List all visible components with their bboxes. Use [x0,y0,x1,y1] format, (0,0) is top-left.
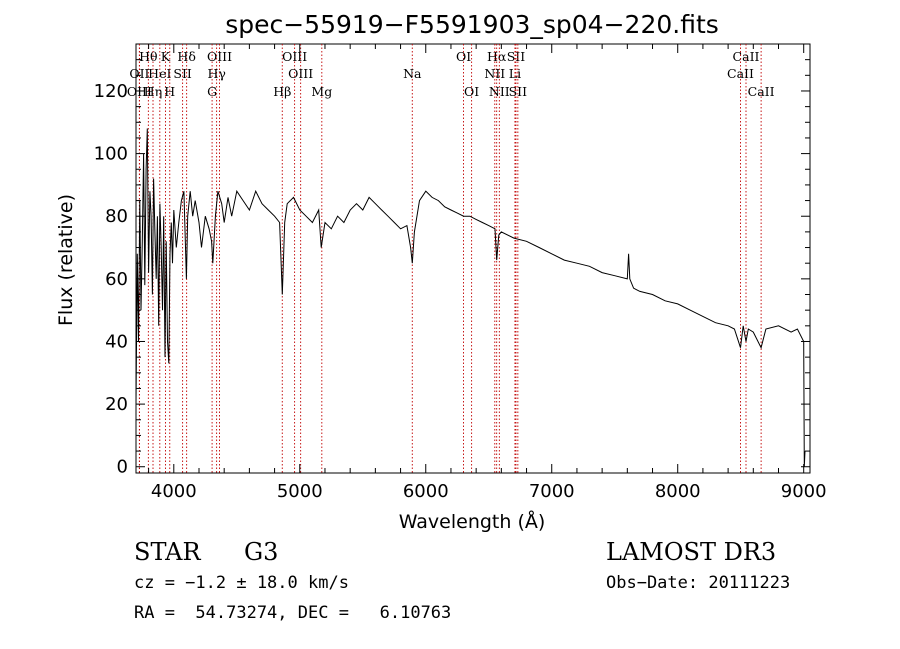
spectral-line-label: OIII [282,49,307,64]
spectral-line-label: Hθ [139,49,157,64]
spectral-line-label: H [164,84,175,99]
spectral-line-label: Hδ [177,49,195,64]
spectral-line-label: SII [509,84,528,99]
plot-frame [135,43,811,474]
x-tick-label: 5000 [277,481,323,502]
spectral-line-label: Hα [487,49,507,64]
axis-ticks: 4000 5000 6000 7000 8000 9000 0 20 40 60 80 100 120 [94,44,827,502]
spectral-line-label: HeI [148,66,171,81]
spectral-line-label: OIII [288,66,313,81]
y-tick-label: 20 [105,394,128,415]
spectral-line-label: OI [464,84,479,99]
x-tick-label: 8000 [655,481,701,502]
redshift-readout: cz = −1.2 ± 18.0 km/s [134,573,349,593]
spectral-line-label: CaII [748,84,775,99]
coordinates-readout: RA = 54.73274, DEC = 6.10763 [134,603,452,623]
y-tick-label: 0 [117,457,128,478]
spectral-line-label: OIII [127,84,152,99]
observation-date: Obs−Date: 20111223 [606,573,791,593]
spectral-line-label: OIII [207,49,232,64]
spectrum-series [135,128,806,467]
x-tick-label: 9000 [781,481,827,502]
survey-name: LAMOST DR3 [606,538,777,566]
spectral-line-label: SII [507,49,526,64]
spectral-line-label: CaII [733,49,760,64]
spectral-line-label: CaII [727,66,754,81]
spectral-line-label: G [207,84,217,99]
y-tick-label: 60 [105,269,128,290]
x-tick-label: 6000 [403,481,449,502]
spectral-line-label: NII [489,84,510,99]
spectral-subclass: G3 [244,538,279,566]
spectral-line-label: Li [509,66,521,81]
x-axis-label: Wavelength (Å) [399,510,546,533]
y-tick-label: 120 [94,81,128,102]
y-tick-label: 100 [94,144,128,165]
spectral-line-label: Hγ [207,66,225,81]
spectral-line-label: OI [456,49,471,64]
object-class: STAR [134,538,201,566]
x-tick-label: 7000 [529,481,575,502]
spectral-line-label: NII [484,66,505,81]
y-tick-label: 80 [105,206,128,227]
chart-title: spec−55919−F5591903_sp04−220.fits [225,10,719,39]
spectral-line-label: Hη [144,84,162,99]
spectral-line-label: SII [173,66,192,81]
spectral-line-label: Na [403,66,422,81]
spectral-line-label: Mg [311,84,332,99]
x-tick-label: 4000 [151,481,197,502]
spectral-line-label: K [161,49,171,64]
y-axis-label: Flux (relative) [55,194,77,326]
y-tick-label: 40 [105,331,128,352]
spectrum-line [135,128,806,467]
spectral-line-label: Hβ [273,84,291,99]
